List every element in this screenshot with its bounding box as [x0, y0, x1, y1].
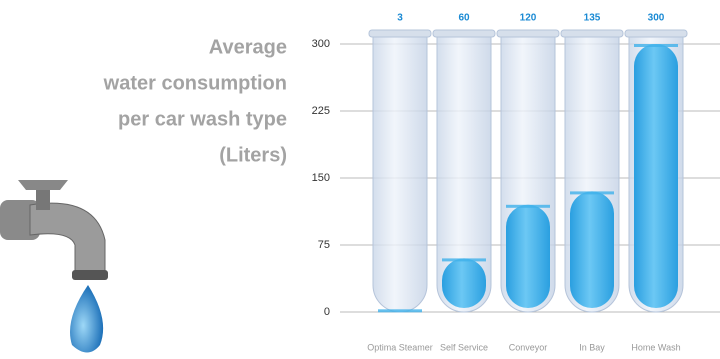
- y-tick-label: 75: [318, 239, 330, 251]
- tube-rim: [368, 29, 432, 38]
- tube-rim: [560, 29, 624, 38]
- value-label: 300: [648, 13, 665, 24]
- y-tick-label: 150: [312, 172, 330, 184]
- bar-top: [634, 44, 678, 47]
- bar-top: [378, 309, 422, 313]
- y-tick-label: 300: [312, 38, 330, 50]
- y-tick-label: 0: [324, 306, 330, 318]
- bar-top: [442, 258, 486, 262]
- bar: [634, 44, 678, 308]
- bar-top: [570, 191, 614, 195]
- bar: [442, 258, 486, 308]
- title-line: water consumption: [103, 72, 287, 94]
- faucet-illustration: [0, 180, 108, 353]
- test-tube: [372, 35, 428, 313]
- bar: [506, 204, 550, 308]
- y-tick-label: 225: [312, 105, 330, 117]
- x-tick-label: Optima Steamer: [367, 342, 433, 352]
- bar-top: [506, 204, 550, 208]
- title-line: per car wash type: [118, 108, 287, 130]
- test-tube: [436, 35, 492, 313]
- bar: [570, 191, 614, 308]
- value-label: 135: [584, 13, 601, 24]
- x-tick-label: In Bay: [579, 342, 605, 352]
- value-label: 3: [397, 13, 403, 24]
- title-line: Average: [209, 36, 287, 58]
- x-tick-label: Conveyor: [509, 342, 548, 352]
- title-line: (Liters): [219, 144, 287, 166]
- title: Average water consumption per car wash typ…: [103, 36, 287, 166]
- x-tick-label: Self Service: [440, 342, 488, 352]
- value-label: 120: [520, 13, 537, 24]
- value-label: 60: [458, 13, 470, 24]
- tube-rim: [624, 29, 688, 38]
- x-tick-label: Home Wash: [631, 342, 680, 352]
- tube-rim: [432, 29, 496, 38]
- tube-rim: [496, 29, 560, 38]
